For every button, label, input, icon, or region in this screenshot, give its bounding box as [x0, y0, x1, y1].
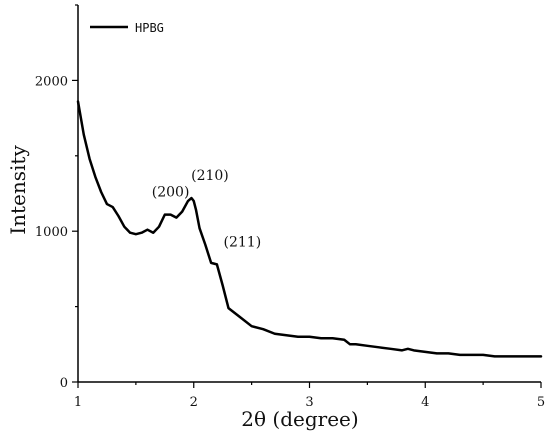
y-tick-label: 0 — [60, 376, 68, 391]
x-tick-label: 1 — [74, 395, 82, 410]
x-axis-label: 2θ (degree) — [241, 407, 358, 431]
legend-label-hpbg: HPBG — [135, 21, 164, 35]
peak-annotation: (211) — [224, 234, 262, 250]
peak-annotation: (200) — [152, 185, 190, 201]
legend: HPBG — [90, 21, 164, 35]
x-tick-label: 3 — [305, 395, 313, 410]
x-tick-label: 5 — [537, 395, 545, 410]
y-axis-label: Intensity — [6, 145, 30, 235]
x-tick-label: 2 — [190, 395, 198, 410]
series-line-hpbg — [76, 100, 543, 358]
y-tick-label: 1000 — [35, 225, 68, 240]
x-tick-label: 4 — [421, 395, 429, 410]
peak-annotation: (210) — [191, 168, 229, 184]
y-tick-label: 2000 — [35, 74, 68, 89]
